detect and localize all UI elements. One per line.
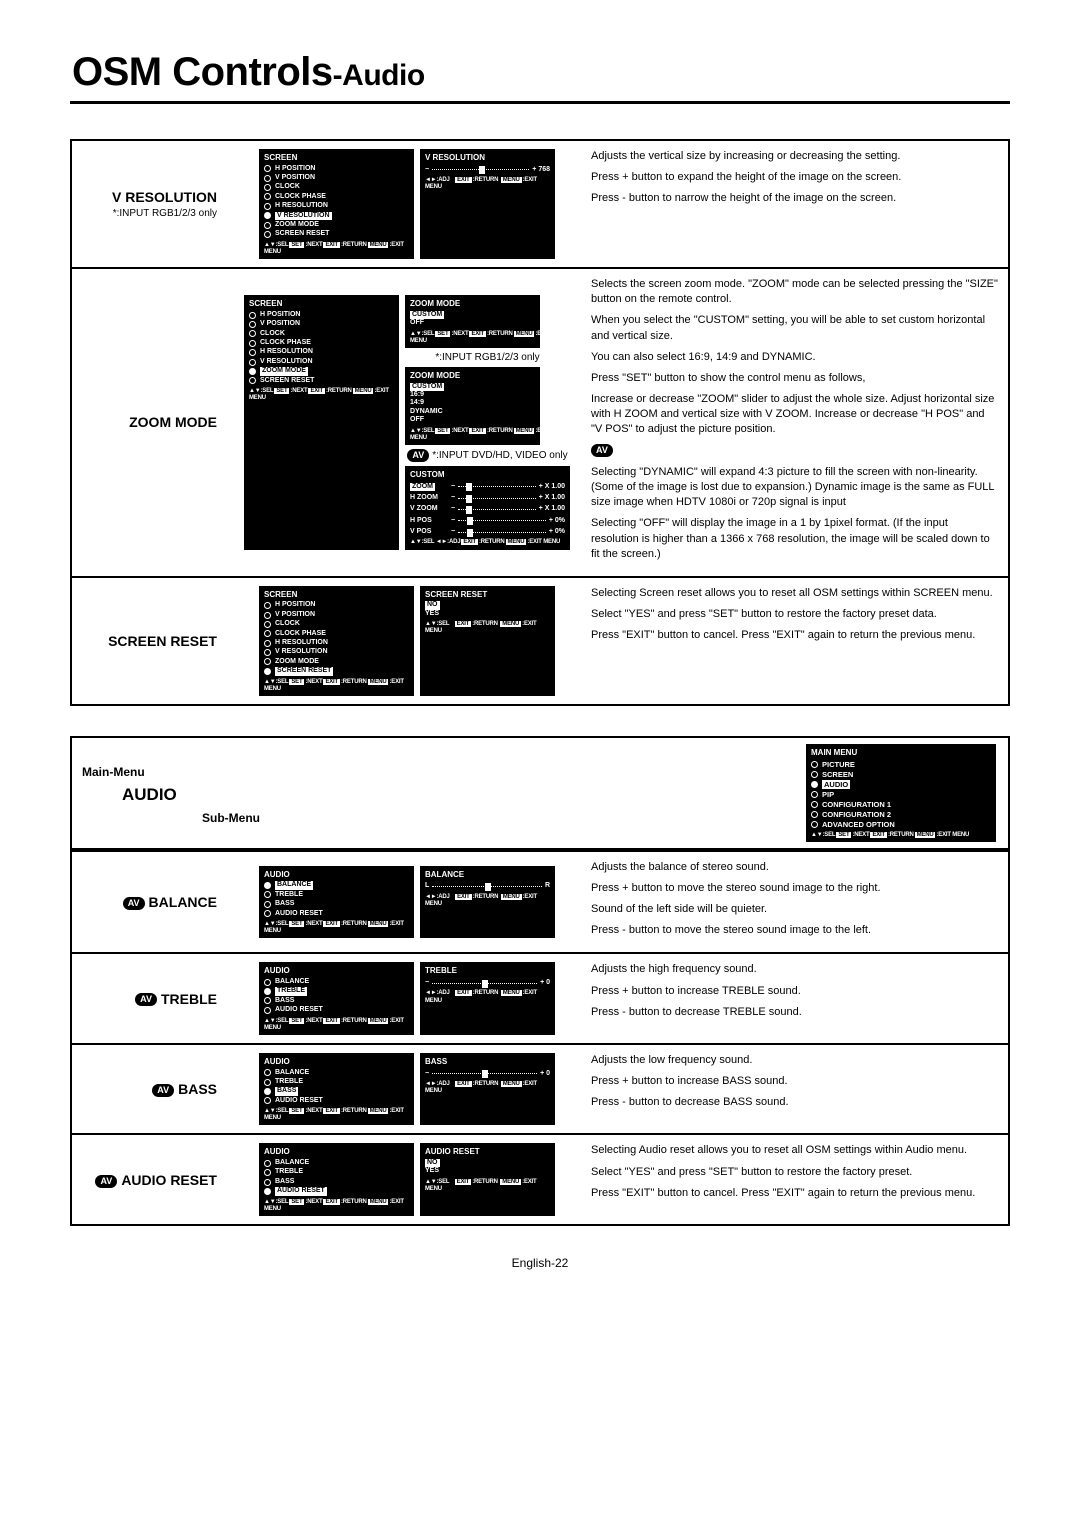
row-bass: AVBASS AUDIOBALANCETREBLEBASSAUDIO RESET… (72, 1043, 1008, 1134)
row-treble: AVTREBLE AUDIOBALANCETREBLEBASSAUDIO RES… (72, 952, 1008, 1043)
title-main: OSM Controls (72, 50, 333, 94)
bass-osd-menu: AUDIOBALANCETREBLEBASSAUDIO RESET ▲▼:SEL… (259, 1053, 414, 1126)
page-title: OSM Controls-Audio (72, 50, 1010, 95)
zoom-osd-custom: CUSTOM ZOOM−+ X 1.00H ZOOM−+ X 1.00V ZOO… (405, 466, 570, 550)
bass-desc: Adjusts the low frequency sound.Press + … (587, 1045, 1008, 1134)
sreset-osd-menu: SCREEN H POSITIONV POSITIONCLOCKCLOCK PH… (259, 586, 414, 696)
vres-osd-adj: V RESOLUTION −+ 768 ◄►:ADJ EXIT:RETURN M… (420, 149, 555, 259)
vres-label: V RESOLUTION (112, 189, 217, 205)
vres-osd-menu: SCREEN H POSITIONV POSITIONCLOCKCLOCK PH… (259, 149, 414, 259)
zoom-note1: *:INPUT RGB1/2/3 only (405, 352, 570, 363)
treble-desc: Adjusts the high frequency sound.Press +… (587, 954, 1008, 1043)
vres-desc: Adjusts the vertical size by increasing … (587, 141, 1008, 267)
treble-osd-menu: AUDIOBALANCETREBLEBASSAUDIO RESET ▲▼:SEL… (259, 962, 414, 1035)
balance-osd-menu: AUDIOBALANCETREBLEBASSAUDIO RESET ▲▼:SEL… (259, 866, 414, 939)
sreset-label: SCREEN RESET (108, 633, 217, 649)
row-zoom: ZOOM MODE SCREEN H POSITIONV POSITIONCLO… (72, 267, 1008, 576)
areset-osd-menu: AUDIOBALANCETREBLEBASSAUDIO RESET ▲▼:SEL… (259, 1143, 414, 1216)
zoom-osd-opts2: ZOOM MODE CUSTOM16:914:9DYNAMICOFF ▲▼:SE… (405, 367, 540, 445)
areset-label: AUDIO RESET (121, 1172, 217, 1188)
row-balance: AVBALANCE AUDIOBALANCETREBLEBASSAUDIO RE… (72, 850, 1008, 953)
screen-table: V RESOLUTION *:INPUT RGB1/2/3 only SCREE… (70, 139, 1010, 706)
zoom-osd-opts1: ZOOM MODE CUSTOMOFF ▲▼:SELSET:NEXTEXIT:R… (405, 295, 540, 348)
audio-label: AUDIO (122, 785, 567, 805)
main-menu-osd: MAIN MENU PICTURESCREENAUDIOPIPCONFIGURA… (806, 744, 996, 842)
balance-osd-adj: BALANCE LR ◄►:ADJ EXIT:RETURN MENU:EXIT … (420, 866, 555, 939)
zoom-osd-menu: SCREEN H POSITIONV POSITIONCLOCKCLOCK PH… (244, 295, 399, 549)
zoom-desc: Selects the screen zoom mode. "ZOOM" mod… (587, 269, 1008, 576)
sub-menu-label: Sub-Menu (202, 811, 567, 825)
main-menu-label: Main-Menu (82, 765, 567, 779)
areset-desc: Selecting Audio reset allows you to rese… (587, 1135, 1008, 1224)
bass-label: BASS (178, 1081, 217, 1097)
sreset-desc: Selecting Screen reset allows you to res… (587, 578, 1008, 704)
balance-label: BALANCE (149, 894, 217, 910)
row-areset: AVAUDIO RESET AUDIOBALANCETREBLEBASSAUDI… (72, 1133, 1008, 1224)
title-rule (70, 101, 1010, 104)
audio-header: Main-Menu AUDIO Sub-Menu MAIN MENU PICTU… (72, 738, 1008, 850)
zoom-note2: AV*:INPUT DVD/HD, VIDEO only (405, 449, 570, 462)
row-vresolution: V RESOLUTION *:INPUT RGB1/2/3 only SCREE… (72, 141, 1008, 267)
bass-osd-adj: BASS −+ 0 ◄►:ADJ EXIT:RETURN MENU:EXIT M… (420, 1053, 555, 1126)
balance-desc: Adjusts the balance of stereo sound.Pres… (587, 852, 1008, 953)
treble-osd-adj: TREBLE −+ 0 ◄►:ADJ EXIT:RETURN MENU:EXIT… (420, 962, 555, 1035)
zoom-label: ZOOM MODE (129, 414, 217, 430)
row-sreset: SCREEN RESET SCREEN H POSITIONV POSITION… (72, 576, 1008, 704)
areset-osd-opts: AUDIO RESET NOYES ▲▼:SEL EXIT:RETURN MEN… (420, 1143, 555, 1216)
treble-label: TREBLE (161, 991, 217, 1007)
page-footer: English-22 (70, 1256, 1010, 1270)
sreset-osd-opts: SCREEN RESET NOYES ▲▼:SEL EXIT:RETURN ME… (420, 586, 555, 696)
title-sub: -Audio (333, 59, 425, 92)
vres-note: *:INPUT RGB1/2/3 only (113, 208, 217, 219)
audio-table: Main-Menu AUDIO Sub-Menu MAIN MENU PICTU… (70, 736, 1010, 1226)
